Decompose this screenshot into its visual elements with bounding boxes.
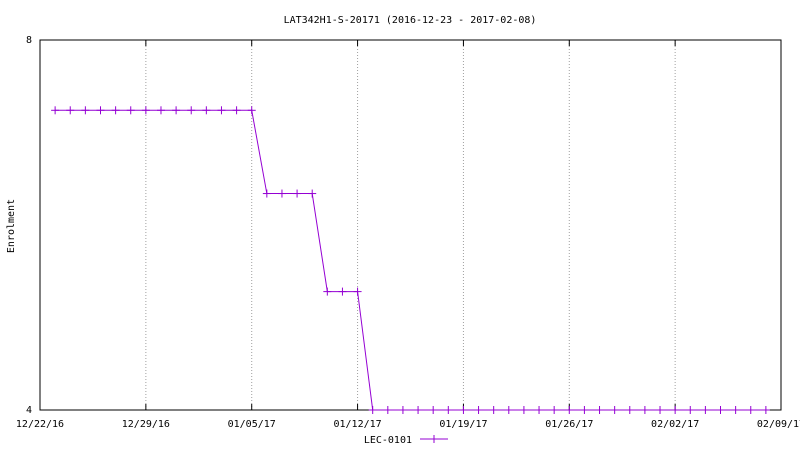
- data-point: [625, 406, 634, 414]
- data-point: [66, 106, 75, 115]
- data-point: [81, 106, 90, 115]
- x-tick-label: 01/05/17: [228, 419, 276, 430]
- x-tick-label: 12/22/16: [16, 419, 64, 430]
- plot-frame: [39, 39, 782, 411]
- data-point: [202, 106, 211, 115]
- x-tick-label: 12/29/16: [122, 419, 170, 430]
- data-point: [701, 406, 710, 414]
- x-tick-label: 01/19/17: [439, 419, 487, 430]
- data-point: [610, 406, 619, 414]
- data-point: [504, 406, 513, 414]
- data-point: [640, 406, 649, 414]
- x-tick-label: 02/02/17: [651, 419, 699, 430]
- y-axis-label: Enrolment: [6, 199, 17, 253]
- data-point: [565, 406, 574, 414]
- data-point: [746, 406, 755, 414]
- data-point: [474, 406, 483, 414]
- grid-layer: [145, 40, 676, 410]
- data-point: [126, 106, 135, 115]
- chart-title: LAT342H1-S-20171 (2016-12-23 - 2017-02-0…: [284, 15, 537, 26]
- data-point: [671, 406, 680, 414]
- data-point: [383, 406, 392, 414]
- data-point: [323, 287, 332, 296]
- data-point: [141, 106, 150, 115]
- data-point: [429, 406, 438, 414]
- data-point: [550, 406, 559, 414]
- legend-label: LEC-0101: [364, 435, 412, 446]
- x-tick-label: 02/09/17: [757, 419, 800, 430]
- data-point: [262, 189, 271, 198]
- data-point: [308, 189, 317, 198]
- legend: LEC-0101: [364, 435, 448, 446]
- data-point: [519, 406, 528, 414]
- data-point: [368, 406, 377, 414]
- data-point: [761, 406, 770, 414]
- data-point: [232, 106, 241, 115]
- data-point: [535, 406, 544, 414]
- series-line: [55, 109, 766, 411]
- data-point: [656, 406, 665, 414]
- data-point: [51, 106, 60, 115]
- data-point: [489, 406, 498, 414]
- data-point: [156, 106, 165, 115]
- data-point: [353, 287, 362, 296]
- y-tick-label: 4: [26, 405, 32, 416]
- data-point: [595, 406, 604, 414]
- data-point: [172, 106, 181, 115]
- data-point: [731, 406, 740, 414]
- data-point: [293, 189, 302, 198]
- data-point: [96, 106, 105, 115]
- series-layer: [51, 106, 770, 414]
- data-point: [217, 106, 226, 115]
- data-point: [398, 406, 407, 414]
- data-point: [247, 106, 256, 115]
- data-point: [414, 406, 423, 414]
- data-point: [686, 406, 695, 414]
- data-point: [277, 189, 286, 198]
- data-point: [187, 106, 196, 115]
- x-tick-label: 01/12/17: [333, 419, 381, 430]
- data-point: [111, 106, 120, 115]
- data-point: [338, 287, 347, 296]
- data-point: [580, 406, 589, 414]
- x-tick-label: 01/26/17: [545, 419, 593, 430]
- data-point: [444, 406, 453, 414]
- data-point: [716, 406, 725, 414]
- y-tick-label: 8: [26, 35, 32, 46]
- data-point: [459, 406, 468, 414]
- ticks-layer: 12/22/16 12/29/16 01/05/17 01/12/17 01/19/17…: [16, 35, 800, 430]
